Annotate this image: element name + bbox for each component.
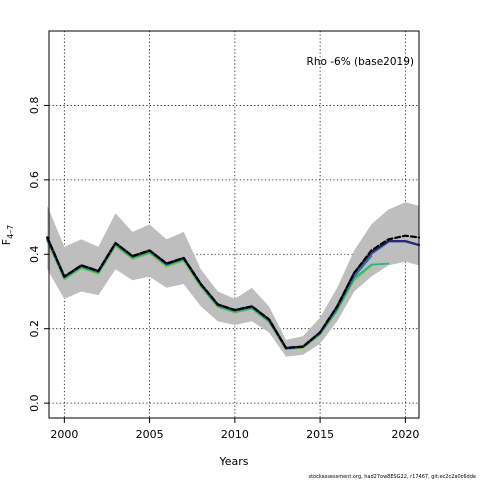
y-tick-label-4: 0.8 — [28, 97, 41, 115]
x-tick-label-1: 2005 — [136, 428, 164, 441]
confidence-band-area — [47, 202, 420, 357]
x-tick-label-0: 2000 — [50, 428, 78, 441]
confidence-band — [47, 202, 420, 357]
plot-frame — [48, 30, 420, 419]
x-tick-label-2: 2010 — [221, 428, 249, 441]
x-tick-label-4: 2020 — [391, 428, 419, 441]
y-tick-label-1: 0.2 — [28, 320, 41, 338]
y-tick-label-2: 0.4 — [28, 246, 41, 264]
x-axis: 2000 2005 2010 2015 2020 — [50, 418, 419, 441]
y-axis: 0.0 0.2 0.4 0.6 0.8 — [28, 97, 49, 412]
y-tick-label-3: 0.6 — [28, 171, 41, 189]
x-tick-label-3: 2015 — [306, 428, 334, 441]
y-tick-label-0: 0.0 — [28, 394, 41, 412]
rho-annotation: Rho -6% (base2019) — [307, 56, 414, 68]
series-line-0 — [46, 234, 421, 350]
y-axis-label: F4–7 — [0, 225, 15, 246]
y-axis-label-main: F — [0, 239, 13, 245]
series-lines — [46, 234, 421, 351]
grid — [49, 31, 419, 418]
x-axis-label: Years — [218, 455, 248, 468]
y-axis-label-sub: 4–7 — [6, 225, 15, 239]
footer-text: stockassessment.org, had27ow8ESG22, r174… — [308, 474, 476, 480]
